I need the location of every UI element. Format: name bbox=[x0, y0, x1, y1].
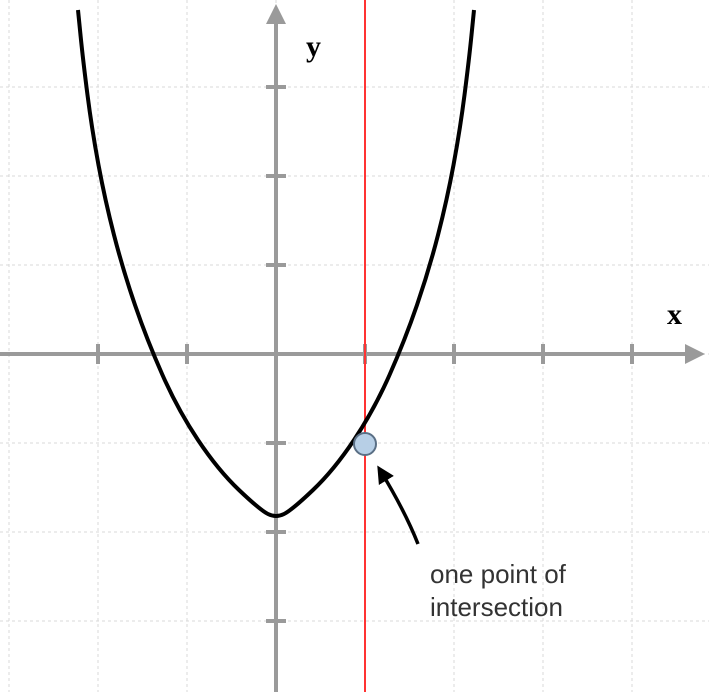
annotation-line1: one point of bbox=[430, 559, 566, 589]
x-axis-label: x bbox=[667, 298, 682, 332]
chart-svg bbox=[0, 0, 709, 692]
intersection-annotation: one point of intersection bbox=[430, 558, 566, 623]
annotation-line2: intersection bbox=[430, 592, 563, 622]
chart-container: x y one point of intersection bbox=[0, 0, 709, 692]
y-axis-label: y bbox=[306, 30, 321, 64]
